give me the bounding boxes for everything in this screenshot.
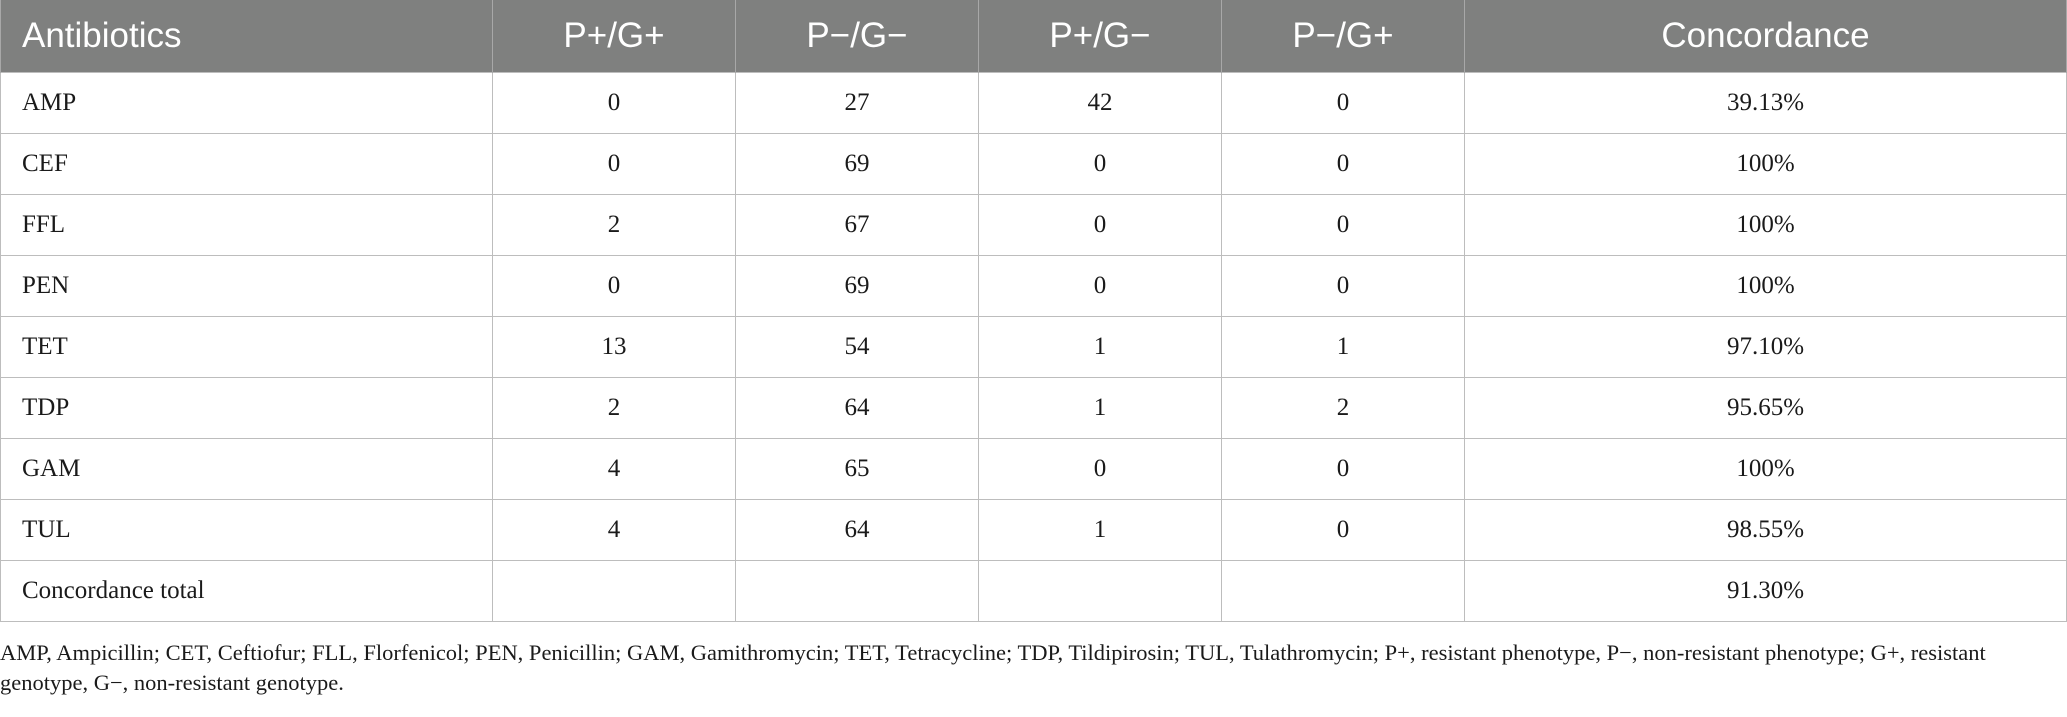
cell-value: 65 <box>735 438 979 500</box>
table-body: AMP 0 27 42 0 39.13% CEF 0 69 0 0 100% F… <box>0 72 2067 622</box>
cell-concordance: 95.65% <box>1464 377 2067 439</box>
cell-concordance: 39.13% <box>1464 72 2067 134</box>
cell-antibiotic: TET <box>0 316 493 378</box>
cell-empty <box>492 560 736 622</box>
cell-value: 0 <box>978 438 1222 500</box>
cell-antibiotic: CEF <box>0 133 493 195</box>
header-antibiotics: Antibiotics <box>0 0 493 73</box>
cell-value: 0 <box>1221 438 1465 500</box>
cell-value: 0 <box>492 133 736 195</box>
cell-value: 1 <box>978 377 1222 439</box>
cell-value: 64 <box>735 377 979 439</box>
table-row: PEN 0 69 0 0 100% <box>0 255 2067 317</box>
cell-value: 64 <box>735 499 979 561</box>
cell-value: 0 <box>1221 499 1465 561</box>
cell-value: 0 <box>978 133 1222 195</box>
cell-antibiotic: TUL <box>0 499 493 561</box>
cell-antibiotic: GAM <box>0 438 493 500</box>
cell-antibiotic: AMP <box>0 72 493 134</box>
cell-value: 54 <box>735 316 979 378</box>
table-row: TET 13 54 1 1 97.10% <box>0 316 2067 378</box>
cell-value: 0 <box>978 194 1222 256</box>
cell-value: 4 <box>492 499 736 561</box>
table-row: AMP 0 27 42 0 39.13% <box>0 72 2067 134</box>
cell-empty <box>735 560 979 622</box>
cell-value: 69 <box>735 255 979 317</box>
cell-value: 69 <box>735 133 979 195</box>
cell-concordance: 100% <box>1464 438 2067 500</box>
header-row: Antibiotics P+/G+ P−/G− P+/G− P−/G+ Conc… <box>0 0 2067 73</box>
table-row: FFL 2 67 0 0 100% <box>0 194 2067 256</box>
cell-concordance: 98.55% <box>1464 499 2067 561</box>
cell-value: 2 <box>492 377 736 439</box>
cell-concordance: 100% <box>1464 194 2067 256</box>
total-row: Concordance total 91.30% <box>0 560 2067 622</box>
data-table-container: Antibiotics P+/G+ P−/G− P+/G− P−/G+ Conc… <box>0 0 2067 622</box>
cell-value: 67 <box>735 194 979 256</box>
cell-value: 27 <box>735 72 979 134</box>
concordance-table: Antibiotics P+/G+ P−/G− P+/G− P−/G+ Conc… <box>0 0 2067 622</box>
cell-value: 0 <box>1221 133 1465 195</box>
cell-value: 2 <box>1221 377 1465 439</box>
cell-value: 0 <box>1221 255 1465 317</box>
cell-antibiotic: PEN <box>0 255 493 317</box>
cell-value: 0 <box>978 255 1222 317</box>
header-p-minus-g-plus: P−/G+ <box>1221 0 1465 73</box>
cell-value: 1 <box>1221 316 1465 378</box>
cell-value: 13 <box>492 316 736 378</box>
cell-concordance: 100% <box>1464 255 2067 317</box>
table-row: GAM 4 65 0 0 100% <box>0 438 2067 500</box>
header-p-plus-g-plus: P+/G+ <box>492 0 736 73</box>
cell-empty <box>1221 560 1465 622</box>
cell-value: 4 <box>492 438 736 500</box>
cell-value: 1 <box>978 499 1222 561</box>
cell-total-concordance: 91.30% <box>1464 560 2067 622</box>
cell-value: 42 <box>978 72 1222 134</box>
cell-value: 0 <box>1221 194 1465 256</box>
cell-value: 1 <box>978 316 1222 378</box>
header-p-plus-g-minus: P+/G− <box>978 0 1222 73</box>
table-header: Antibiotics P+/G+ P−/G− P+/G− P−/G+ Conc… <box>0 0 2067 73</box>
cell-value: 0 <box>492 72 736 134</box>
cell-antibiotic: TDP <box>0 377 493 439</box>
cell-value: 0 <box>492 255 736 317</box>
table-footnote: AMP, Ampicillin; CET, Ceftiofur; FLL, Fl… <box>0 640 1986 695</box>
cell-concordance: 97.10% <box>1464 316 2067 378</box>
table-row: TUL 4 64 1 0 98.55% <box>0 499 2067 561</box>
header-p-minus-g-minus: P−/G− <box>735 0 979 73</box>
cell-empty <box>978 560 1222 622</box>
cell-concordance: 100% <box>1464 133 2067 195</box>
cell-value: 2 <box>492 194 736 256</box>
header-concordance: Concordance <box>1464 0 2067 73</box>
table-row: TDP 2 64 1 2 95.65% <box>0 377 2067 439</box>
table-row: CEF 0 69 0 0 100% <box>0 133 2067 195</box>
cell-value: 0 <box>1221 72 1465 134</box>
cell-antibiotic: FFL <box>0 194 493 256</box>
cell-total-label: Concordance total <box>0 560 493 622</box>
